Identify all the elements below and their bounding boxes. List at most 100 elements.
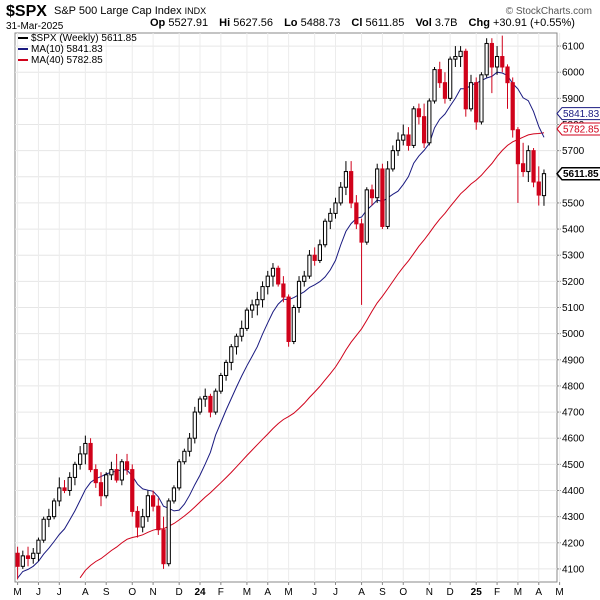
y-tick-label: 4900 — [562, 355, 585, 366]
candle — [349, 161, 354, 209]
candle — [20, 550, 25, 569]
candle — [25, 546, 31, 567]
candle — [421, 103, 427, 149]
candle — [239, 320, 244, 342]
candle — [187, 432, 192, 457]
legend-swatch-price — [18, 37, 28, 40]
candle — [182, 448, 187, 465]
candle — [432, 66, 437, 104]
candle-body — [463, 50, 468, 110]
candle-body — [36, 539, 41, 554]
candle — [83, 435, 88, 465]
candle-body — [354, 202, 359, 225]
candle-body — [15, 552, 20, 567]
x-tick-label: J — [312, 587, 317, 598]
candle — [380, 163, 385, 230]
candle — [78, 446, 83, 470]
candle-body — [140, 516, 145, 528]
candle — [343, 161, 349, 196]
candle-body — [343, 171, 349, 188]
candle — [442, 72, 448, 104]
candle — [15, 546, 20, 580]
candle — [474, 77, 479, 130]
candle — [124, 453, 130, 475]
x-tick-label: 24 — [194, 587, 206, 598]
candle-body — [104, 474, 109, 497]
y-tick-label: 5100 — [562, 303, 585, 314]
candle — [255, 291, 260, 316]
candle — [437, 61, 442, 88]
candle-body — [380, 168, 385, 227]
x-tick-label: D — [176, 587, 183, 598]
candle — [265, 270, 270, 295]
candle — [270, 263, 276, 287]
y-tick-label: 6000 — [562, 68, 585, 79]
candle — [192, 406, 197, 444]
candle — [161, 516, 166, 569]
candle-body — [260, 286, 265, 301]
candle — [98, 472, 104, 507]
candle-body — [541, 173, 547, 197]
legend-entry-ma40: MA(40) 5782.85 — [18, 55, 103, 66]
candle-body — [338, 186, 343, 204]
candle — [260, 281, 265, 308]
candle — [354, 195, 359, 230]
candle-body — [177, 461, 182, 489]
candle — [57, 477, 62, 507]
candle — [427, 98, 432, 146]
ohlc-change-label: Chg — [468, 17, 490, 29]
x-tick-label: A — [358, 587, 365, 598]
candle — [494, 46, 500, 75]
chart-date: 31-Mar-2025 — [6, 21, 64, 32]
brand-watermark: © StockCharts.com — [505, 6, 592, 17]
candle — [448, 56, 453, 101]
candle — [286, 294, 291, 347]
candle — [244, 307, 250, 332]
candle-body — [187, 437, 192, 452]
y-tick-label: 5500 — [562, 198, 585, 209]
candle — [119, 459, 124, 486]
candle-body — [442, 82, 448, 99]
ohlc-high-label: Hi — [219, 17, 231, 29]
y-tick-label: 4800 — [562, 381, 585, 392]
ohlc-low-label: Lo — [284, 17, 298, 29]
x-tick-label: M — [13, 587, 21, 598]
candle-body — [20, 555, 25, 567]
ohlc-low-value: 5488.73 — [300, 17, 341, 29]
candle — [140, 508, 145, 533]
y-tick-label: 4200 — [562, 538, 585, 549]
candle-body — [25, 555, 31, 559]
candle — [109, 461, 114, 481]
candle — [281, 276, 286, 303]
candle — [364, 187, 369, 245]
candle-body — [239, 327, 244, 337]
candle-body — [369, 189, 375, 199]
candle-body — [161, 529, 166, 565]
candle-body — [494, 56, 500, 68]
candle-body — [67, 476, 72, 491]
x-tick-label: J — [333, 587, 338, 598]
candle — [208, 393, 213, 418]
candle — [401, 124, 406, 146]
candle — [463, 48, 468, 117]
candle — [521, 142, 526, 177]
candle-body — [145, 495, 151, 518]
candle — [395, 132, 401, 156]
candle-body — [385, 168, 390, 227]
description-text: S&P 500 Large Cap Index — [54, 5, 182, 17]
candle-body — [46, 516, 51, 520]
legend-entry-price: $SPX (Weekly) 5611.85 — [18, 33, 137, 44]
x-tick-label: D — [447, 587, 454, 598]
y-tick-label: 5400 — [562, 225, 585, 236]
candle — [302, 270, 307, 287]
candle — [72, 461, 78, 486]
x-tick-label: S — [103, 587, 110, 598]
candle-body — [364, 189, 369, 243]
x-tick-label: A — [535, 587, 542, 598]
candle-body — [510, 82, 515, 131]
candle-body — [359, 223, 364, 243]
candle-body — [286, 296, 291, 342]
candle — [515, 127, 521, 203]
candle — [526, 145, 531, 183]
